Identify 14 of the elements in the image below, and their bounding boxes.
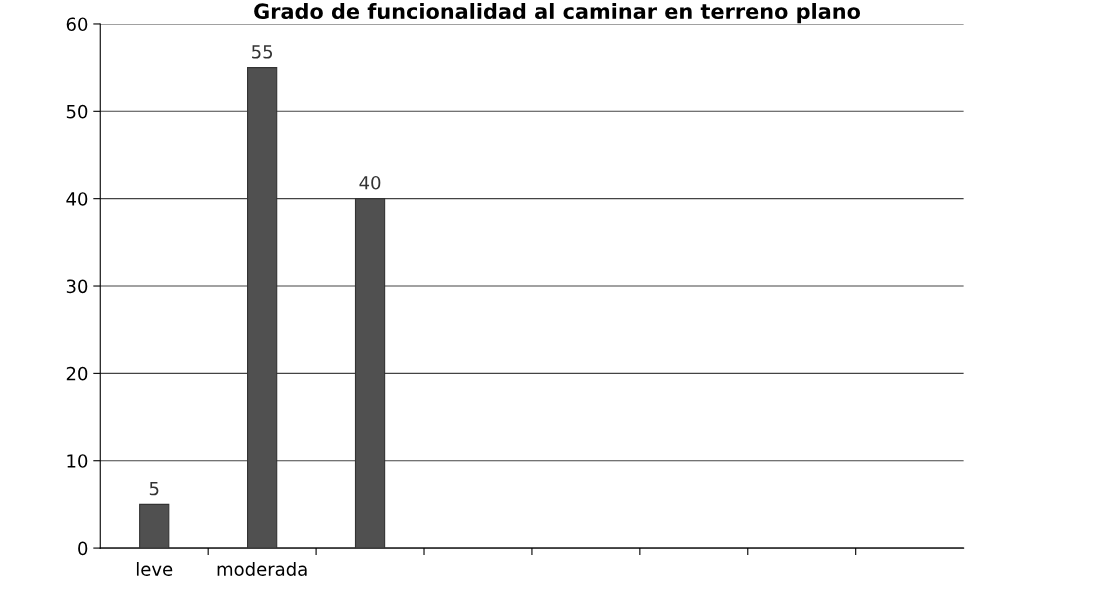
y-tick-label: 40 [66,192,88,206]
data-label: 40 [359,175,381,190]
x-tick-label: leve [136,561,173,576]
y-tick-label: 30 [66,279,88,294]
y-tick-label: 50 [66,104,88,119]
data-label: 5 [149,481,159,496]
y-tick-label: 0 [78,541,88,556]
y-tick-label: 10 [67,454,88,468]
y-tick-label: 20 [66,366,88,381]
chart-title: Grado de funcionalidad al caminar en terreno plano [254,3,861,24]
data-label: 55 [252,45,273,59]
x-tick-label: moderada [217,561,307,576]
bar [139,503,170,549]
y-tick-label: 60 [66,17,88,32]
